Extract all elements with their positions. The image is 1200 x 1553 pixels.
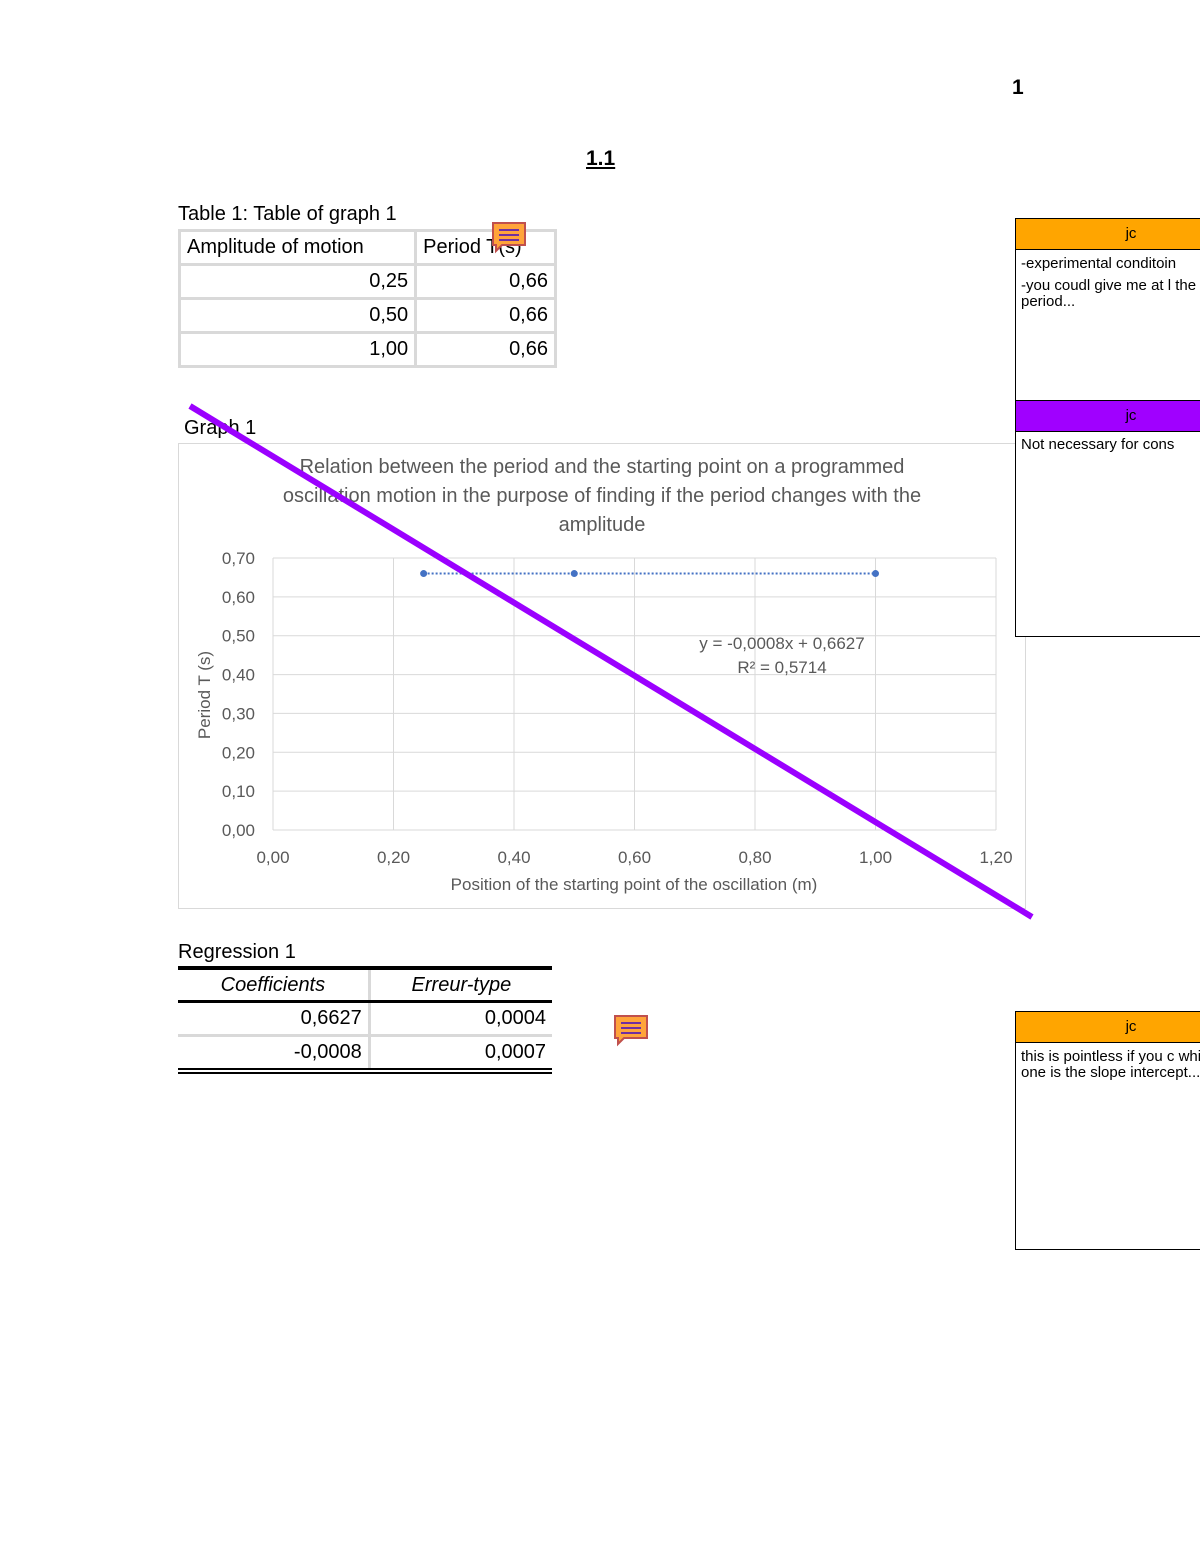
comment-icon[interactable] bbox=[490, 220, 530, 254]
data-point bbox=[570, 570, 578, 578]
table-row: 0,50 0,66 bbox=[177, 297, 557, 334]
table-cell: 0,0004 bbox=[367, 1001, 552, 1037]
x-tick-label: 0,00 bbox=[256, 848, 289, 867]
table-cell: 0,0007 bbox=[367, 1035, 552, 1073]
comment-icon[interactable] bbox=[612, 1013, 652, 1047]
data-point bbox=[420, 570, 428, 578]
table-row: 0,6627 0,0004 bbox=[178, 1001, 552, 1037]
trendline-r2: R² = 0,5714 bbox=[737, 658, 826, 677]
table-cell: 0,66 bbox=[414, 331, 557, 368]
y-tick-label: 0,00 bbox=[222, 821, 255, 840]
section-title: 1.1 bbox=[586, 147, 616, 170]
table-cell: 0,66 bbox=[414, 297, 557, 334]
data-point bbox=[872, 570, 879, 578]
y-tick-label: 0,20 bbox=[222, 743, 255, 762]
table-row: 1,00 0,66 bbox=[177, 331, 557, 368]
table-cell: -0,0008 bbox=[178, 1035, 370, 1073]
header-row: Coefficients Erreur-type bbox=[178, 968, 552, 1003]
data-table: Amplitude of motion Period T(s) 0,25 0,66 0,… bbox=[177, 229, 557, 368]
x-axis-label: Position of the starting point of the os… bbox=[451, 875, 818, 894]
x-tick-label: 1,20 bbox=[979, 848, 1012, 867]
table-row: -0,0008 0,0007 bbox=[178, 1035, 552, 1073]
trendline-equation: y = -0,0008x + 0,6627 bbox=[699, 634, 864, 653]
regression-table: Coefficients Erreur-type 0,6627 0,0004 -0,00… bbox=[178, 966, 552, 1074]
header-cell: Erreur-type bbox=[367, 968, 552, 1003]
y-tick-label: 0,60 bbox=[222, 588, 255, 607]
comment-text: Not necessary for cons bbox=[1021, 436, 1175, 453]
comment-body: -experimental conditoin -you coudl give m… bbox=[1016, 256, 1200, 310]
header-cell: Amplitude of motion bbox=[177, 229, 418, 266]
comment-author: jc bbox=[1016, 400, 1200, 432]
table-cell: 0,50 bbox=[177, 297, 418, 334]
y-tick-label: 0,50 bbox=[222, 627, 255, 646]
x-tick-label: 0,80 bbox=[738, 848, 771, 867]
comment-author: jc bbox=[1016, 219, 1200, 250]
x-tick-label: 1,00 bbox=[859, 848, 892, 867]
y-axis-label: Period T (s) bbox=[195, 651, 214, 739]
regression-caption: Regression 1 bbox=[178, 941, 296, 963]
table-cell: 0,25 bbox=[177, 263, 418, 300]
comment-body: Not necessary for cons bbox=[1016, 431, 1179, 459]
page-number: 1 bbox=[1012, 76, 1024, 99]
comment-text: this is pointless if you c which one is … bbox=[1021, 1048, 1200, 1081]
y-tick-label: 0,10 bbox=[222, 782, 255, 801]
header-row: Amplitude of motion Period T(s) bbox=[177, 229, 557, 266]
table-caption: Table 1: Table of graph 1 bbox=[178, 203, 397, 225]
table-cell: 0,6627 bbox=[178, 1001, 370, 1037]
table-cell: 1,00 bbox=[177, 331, 418, 368]
comment-box: jc -experimental conditoin -you coudl giv… bbox=[1015, 218, 1200, 637]
x-tick-label: 0,60 bbox=[618, 848, 651, 867]
y-tick-label: 0,30 bbox=[222, 704, 255, 723]
comment-text: -you coudl give me at l the period... bbox=[1021, 277, 1197, 310]
table-cell: 0,66 bbox=[414, 263, 557, 300]
x-tick-label: 0,20 bbox=[377, 848, 410, 867]
header-cell: Coefficients bbox=[178, 968, 370, 1003]
comment-body: this is pointless if you c which one is … bbox=[1016, 1049, 1200, 1081]
comment-text: -experimental conditoin bbox=[1021, 255, 1177, 272]
x-tick-label: 0,40 bbox=[497, 848, 530, 867]
y-tick-label: 0,40 bbox=[222, 666, 255, 685]
table-row: 0,25 0,66 bbox=[177, 263, 557, 300]
y-tick-label: 0,70 bbox=[222, 549, 255, 568]
comment-author: jc bbox=[1016, 1012, 1200, 1043]
comment-box: jc this is pointless if you c which one … bbox=[1015, 1011, 1200, 1250]
